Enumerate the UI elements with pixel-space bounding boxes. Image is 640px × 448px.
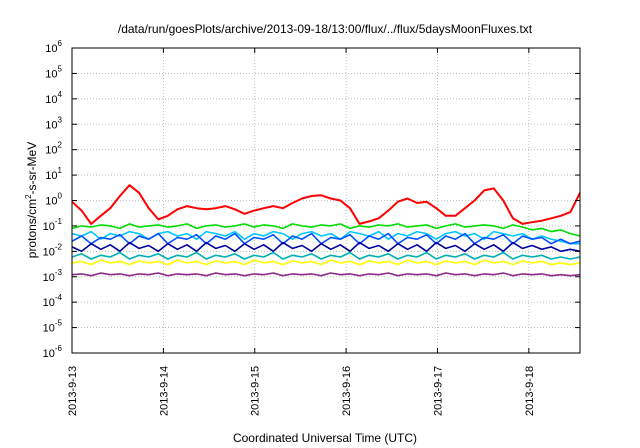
series-line <box>71 184 581 225</box>
y-tick-label: 103 <box>45 115 62 131</box>
x-axis-label: Coordinated Universal Time (UTC) <box>233 431 417 445</box>
chart-title: /data/run/goesPlots/archive/2013-09-18/1… <box>118 22 533 36</box>
y-tick-label: 102 <box>45 141 62 157</box>
x-tick-label: 2013-9-18 <box>524 366 536 416</box>
y-axis-label-suffix: -s-sr-MeV <box>25 142 39 195</box>
series-line <box>71 232 581 245</box>
series-line <box>71 251 581 260</box>
y-tick-label: 101 <box>45 166 62 182</box>
series-layer <box>71 184 581 277</box>
y-tick-label: 105 <box>45 64 62 80</box>
y-tick-label: 10-4 <box>43 293 63 309</box>
y-axis-label-superscript: 2 <box>24 194 33 199</box>
y-tick-label: 10-3 <box>43 268 63 284</box>
y-tick-label: 100 <box>45 192 62 208</box>
y-tick-label: 106 <box>45 39 62 55</box>
y-axis-label: protons/cm2-s-sr-MeV <box>24 142 39 258</box>
x-tick-label: 2013-9-14 <box>158 366 170 416</box>
y-tick-label: 10-2 <box>43 242 63 258</box>
y-tick-label: 10-6 <box>43 344 63 360</box>
x-tick-label: 2013-9-13 <box>67 366 79 416</box>
x-tick-label: 2013-9-15 <box>250 366 262 416</box>
y-tick-label: 10-5 <box>43 319 63 335</box>
tick-layer: 10-6 10-5 10-4 10-3 10-2 10-1 100 101 102 103 104 1… <box>43 39 580 416</box>
x-tick-label: 2013-9-17 <box>432 366 444 416</box>
series-line <box>71 272 581 277</box>
series-line <box>71 223 581 237</box>
x-tick-label: 2013-9-16 <box>341 366 353 416</box>
y-axis-label-prefix: protons/cm <box>25 199 39 258</box>
series-line <box>71 230 580 245</box>
series-line <box>71 241 581 253</box>
y-tick-label: 104 <box>45 90 62 106</box>
series-line <box>71 259 581 266</box>
y-tick-label: 10-1 <box>43 217 63 233</box>
